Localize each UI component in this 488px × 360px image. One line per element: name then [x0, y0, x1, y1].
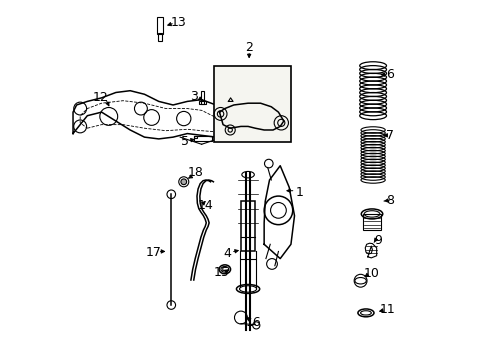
Bar — [241, 202, 255, 251]
Bar — [158, 33, 162, 41]
Bar — [157, 18, 163, 33]
Text: 4: 4 — [223, 247, 231, 260]
Text: 15: 15 — [213, 266, 229, 279]
Bar — [201, 91, 204, 104]
Text: 16: 16 — [245, 316, 261, 329]
Text: 13: 13 — [170, 15, 186, 28]
Text: 3: 3 — [189, 90, 197, 103]
Text: 17: 17 — [145, 246, 161, 258]
Text: 8: 8 — [386, 194, 393, 207]
Text: 10: 10 — [363, 267, 379, 280]
Text: 6: 6 — [386, 68, 393, 81]
Text: 7: 7 — [386, 129, 393, 142]
Text: 5: 5 — [181, 135, 189, 148]
Bar — [194, 136, 211, 141]
Bar — [194, 136, 196, 138]
Bar — [363, 214, 380, 230]
Text: 2: 2 — [244, 41, 253, 54]
Circle shape — [181, 179, 186, 185]
Text: 9: 9 — [373, 234, 381, 247]
Bar — [214, 66, 290, 143]
Text: 11: 11 — [379, 303, 394, 316]
Text: 14: 14 — [197, 199, 213, 212]
Text: 18: 18 — [187, 166, 203, 179]
Bar — [199, 101, 205, 104]
Text: 12: 12 — [93, 91, 108, 104]
Text: 1: 1 — [295, 186, 303, 199]
